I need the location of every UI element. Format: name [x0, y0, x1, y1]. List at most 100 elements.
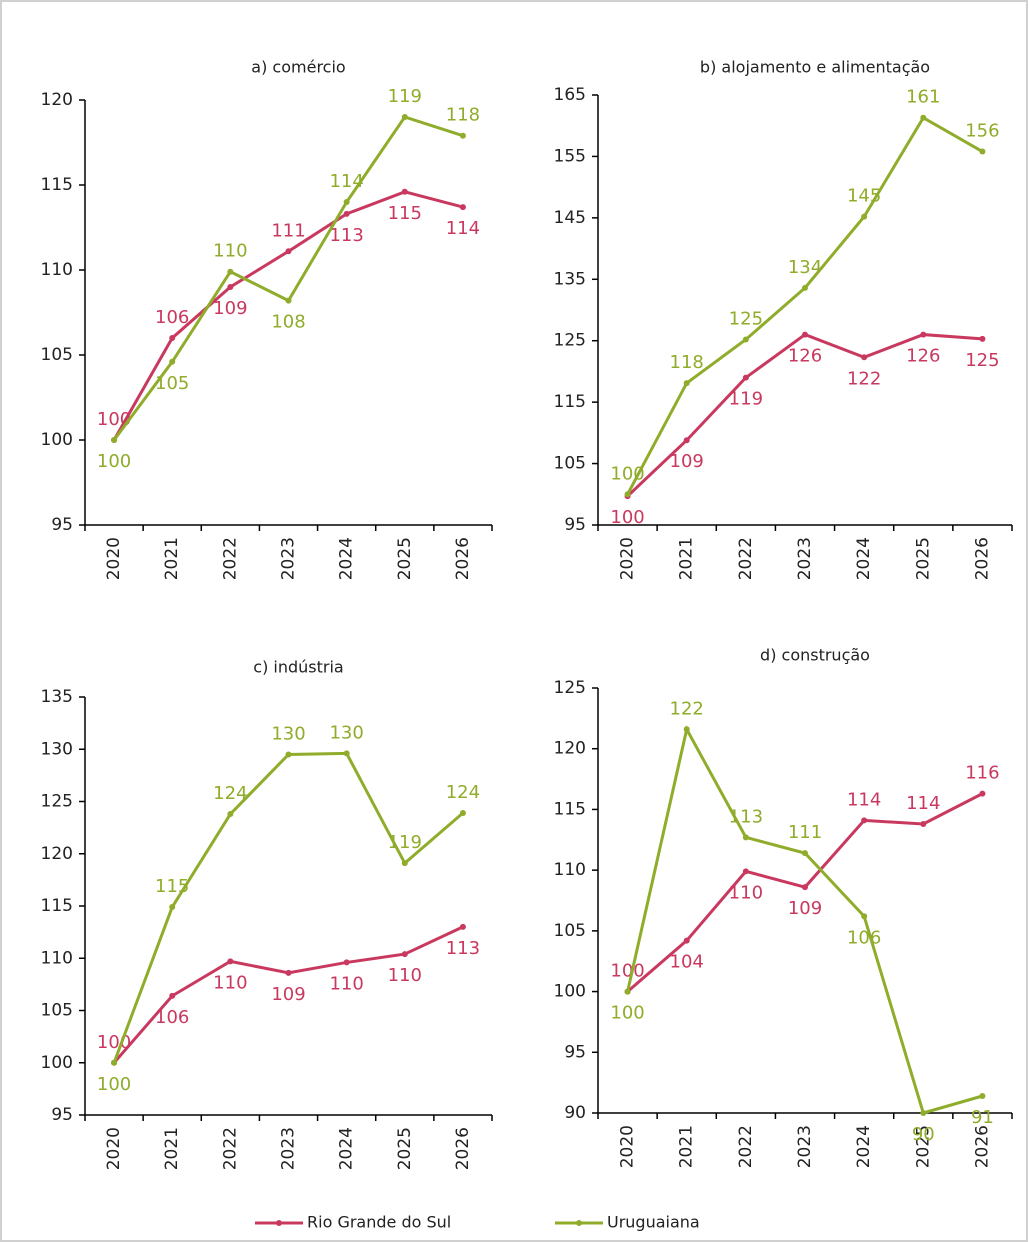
data-label: 113 [729, 806, 763, 827]
data-label: 125 [965, 350, 999, 371]
point [802, 284, 808, 291]
chart-title: c) indústria [253, 658, 343, 677]
point [227, 268, 234, 275]
y-tick-label: 115 [41, 896, 73, 916]
point [683, 726, 690, 733]
data-label: 106 [155, 307, 189, 328]
data-label: 91 [971, 1107, 994, 1128]
data-label: 106 [847, 927, 881, 948]
y-tick-label: 120 [41, 844, 73, 864]
data-label: 110 [213, 241, 247, 262]
y-tick-label: 105 [554, 921, 586, 941]
x-tick-label: 2020 [104, 1127, 124, 1170]
data-label: 110 [329, 973, 363, 994]
point [111, 1059, 118, 1066]
point [802, 850, 808, 857]
point [285, 297, 292, 304]
point [920, 1110, 927, 1116]
y-tick-label: 100 [554, 982, 586, 1002]
data-label: 109 [271, 984, 305, 1005]
data-label: 105 [155, 373, 189, 394]
data-label: 104 [670, 952, 704, 973]
point [459, 809, 466, 816]
y-tick-label: 135 [41, 687, 73, 707]
data-label: 109 [213, 298, 247, 319]
data-label: 109 [670, 451, 704, 472]
y-tick-label: 90 [564, 1103, 586, 1123]
point [802, 884, 808, 891]
data-label: 100 [610, 961, 644, 982]
data-label: 100 [610, 1003, 644, 1024]
point [683, 437, 690, 444]
x-tick-label: 2023 [279, 537, 299, 580]
x-tick-label: 2024 [337, 1127, 357, 1170]
point [459, 204, 466, 211]
data-label: 122 [847, 368, 881, 389]
y-tick-label: 145 [554, 208, 586, 228]
y-tick-label: 105 [41, 1001, 73, 1021]
y-tick-label: 130 [41, 739, 73, 759]
data-label: 100 [610, 463, 644, 484]
chart-title: b) alojamento e alimentação [700, 58, 930, 77]
legend-label: Rio Grande do Sul [307, 1213, 451, 1232]
x-tick-label: 2025 [913, 1125, 933, 1168]
y-tick-label: 100 [41, 1053, 73, 1073]
point [285, 248, 292, 255]
x-tick-label: 2022 [736, 537, 756, 580]
legend-marker [276, 1220, 282, 1226]
x-tick-label: 2024 [854, 1125, 874, 1168]
x-tick-label: 2021 [162, 537, 182, 580]
chart-title: d) construção [760, 646, 870, 665]
point [169, 335, 176, 341]
point [979, 790, 986, 797]
point [343, 750, 350, 757]
point [169, 992, 176, 999]
y-tick-label: 155 [554, 146, 586, 166]
point [111, 437, 118, 443]
legend-label: Uruguaiana [607, 1213, 700, 1232]
data-label: 116 [965, 763, 999, 784]
y-tick-label: 95 [564, 1042, 586, 1062]
point [920, 114, 927, 121]
data-label: 114 [329, 171, 363, 192]
data-label: 130 [271, 723, 305, 744]
y-tick-label: 95 [51, 515, 73, 535]
point [742, 336, 749, 343]
y-tick-label: 125 [41, 792, 73, 812]
data-label: 100 [97, 1074, 131, 1095]
y-tick-label: 105 [41, 345, 73, 365]
data-label: 111 [788, 822, 822, 843]
x-tick-label: 2023 [795, 537, 815, 580]
y-tick-label: 105 [554, 454, 586, 474]
data-label: 113 [329, 225, 363, 246]
point [979, 148, 986, 155]
point [683, 380, 690, 387]
data-label: 125 [729, 308, 763, 329]
data-label: 145 [847, 186, 881, 207]
data-label: 126 [906, 346, 940, 367]
data-label: 110 [388, 965, 422, 986]
data-label: 90 [912, 1124, 935, 1145]
y-tick-label: 95 [564, 515, 586, 535]
point [401, 860, 408, 867]
y-tick-label: 110 [41, 948, 73, 968]
x-tick-label: 2026 [972, 1125, 992, 1168]
x-tick-label: 2026 [453, 537, 473, 580]
point [624, 988, 631, 995]
x-tick-label: 2020 [104, 537, 124, 580]
x-tick-label: 2024 [854, 537, 874, 580]
point [401, 951, 408, 958]
point [861, 817, 868, 824]
point [285, 751, 292, 758]
data-label: 109 [788, 898, 822, 919]
data-label: 118 [446, 105, 480, 126]
y-tick-label: 115 [554, 799, 586, 819]
y-tick-label: 115 [41, 175, 73, 195]
point [979, 335, 986, 342]
data-label: 130 [329, 722, 363, 743]
data-label: 118 [670, 352, 704, 373]
point [401, 114, 408, 120]
